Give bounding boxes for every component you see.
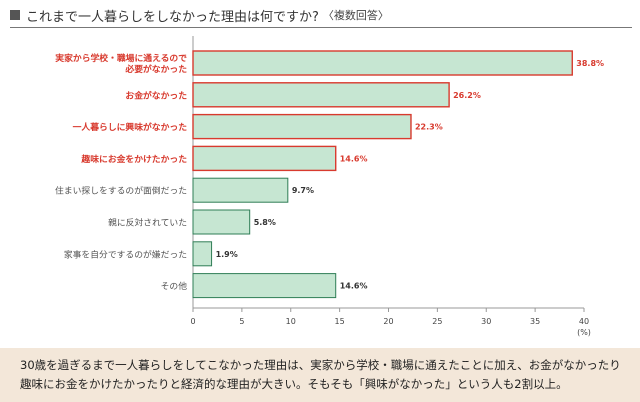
bar-chart: 0 5 10 15 20 25 30 35 40 (%) 38.8% 実家から学校・職場に通えるので必… [55,36,604,337]
category-label-line: その他 [161,280,188,292]
bar-value-label: 22.3% [415,123,443,132]
chart-title: これまで一人暮らしをしなかった理由は何ですか? [26,9,319,25]
bar [192,113,412,140]
category-label: 家事を自分でするのが嫌だった [64,248,187,260]
category-label: お金がなかった [125,89,187,101]
bar [192,145,337,172]
bar-value-label: 5.8% [254,218,276,227]
category-label-line: 家事を自分でするのが嫌だった [64,248,187,260]
category-label: その他 [161,280,188,292]
square-bullet-icon [10,10,20,20]
x-unit-label: (%) [577,328,591,337]
bar [192,82,450,108]
bar-value-label: 1.9% [216,250,238,259]
bar-value-label: 9.7% [292,186,314,195]
category-label: 一人暮らしに興味がなかった [73,121,188,133]
x-tick-label: 35 [530,317,540,326]
category-label-line: お金がなかった [125,89,187,101]
x-tick-label: 10 [286,317,296,326]
category-label-line: 親に反対されていた [108,217,187,229]
caption-box: 30歳を過ぎるまで一人暮らしをしてこなかった理由は、実家から学校・職場に通えたこ… [0,348,640,402]
category-label-line: 実家から学校・職場に通えるので [55,52,187,64]
bar [192,273,337,299]
x-tick-label: 0 [190,317,195,326]
bar [192,241,213,267]
bar [192,177,289,203]
chart-subtitle: 〈複数回答〉 [322,9,389,22]
category-label: 趣味にお金をかけたかった [80,153,187,165]
category-label-line: 必要がなかった [124,63,187,75]
category-label: 実家から学校・職場に通えるので必要がなかった [55,52,187,75]
category-label: 親に反対されていた [108,217,187,229]
bar-value-label: 38.8% [576,59,604,68]
header-divider [10,27,632,28]
caption-line-1: 30歳を過ぎるまで一人暮らしをしてこなかった理由は、実家から学校・職場に通えたこ… [20,358,621,372]
caption-line-2: 趣味にお金をかけたかったりと経済的な理由が大きい。そもそも「興味がなかった」とい… [20,377,568,391]
x-tick-label: 5 [239,317,244,326]
bar [192,209,251,235]
x-tick-label: 20 [383,317,393,326]
category-label-line: 一人暮らしに興味がなかった [73,121,188,133]
category-label: 住まい探しをするのが面倒だった [55,185,187,197]
bar-value-label: 14.6% [340,154,368,163]
bar [192,50,573,76]
bar-value-label: 14.6% [340,282,368,291]
chart-header: これまで一人暮らしをしなかった理由は何ですか? 〈複数回答〉 [10,4,630,26]
x-tick-label: 30 [481,317,491,326]
x-tick-label: 15 [335,317,345,326]
category-label-line: 趣味にお金をかけたかった [80,153,187,165]
x-tick-label: 25 [432,317,442,326]
category-label-line: 住まい探しをするのが面倒だった [55,185,187,197]
bar-value-label: 26.2% [453,91,481,100]
x-tick-label: 40 [579,317,589,326]
